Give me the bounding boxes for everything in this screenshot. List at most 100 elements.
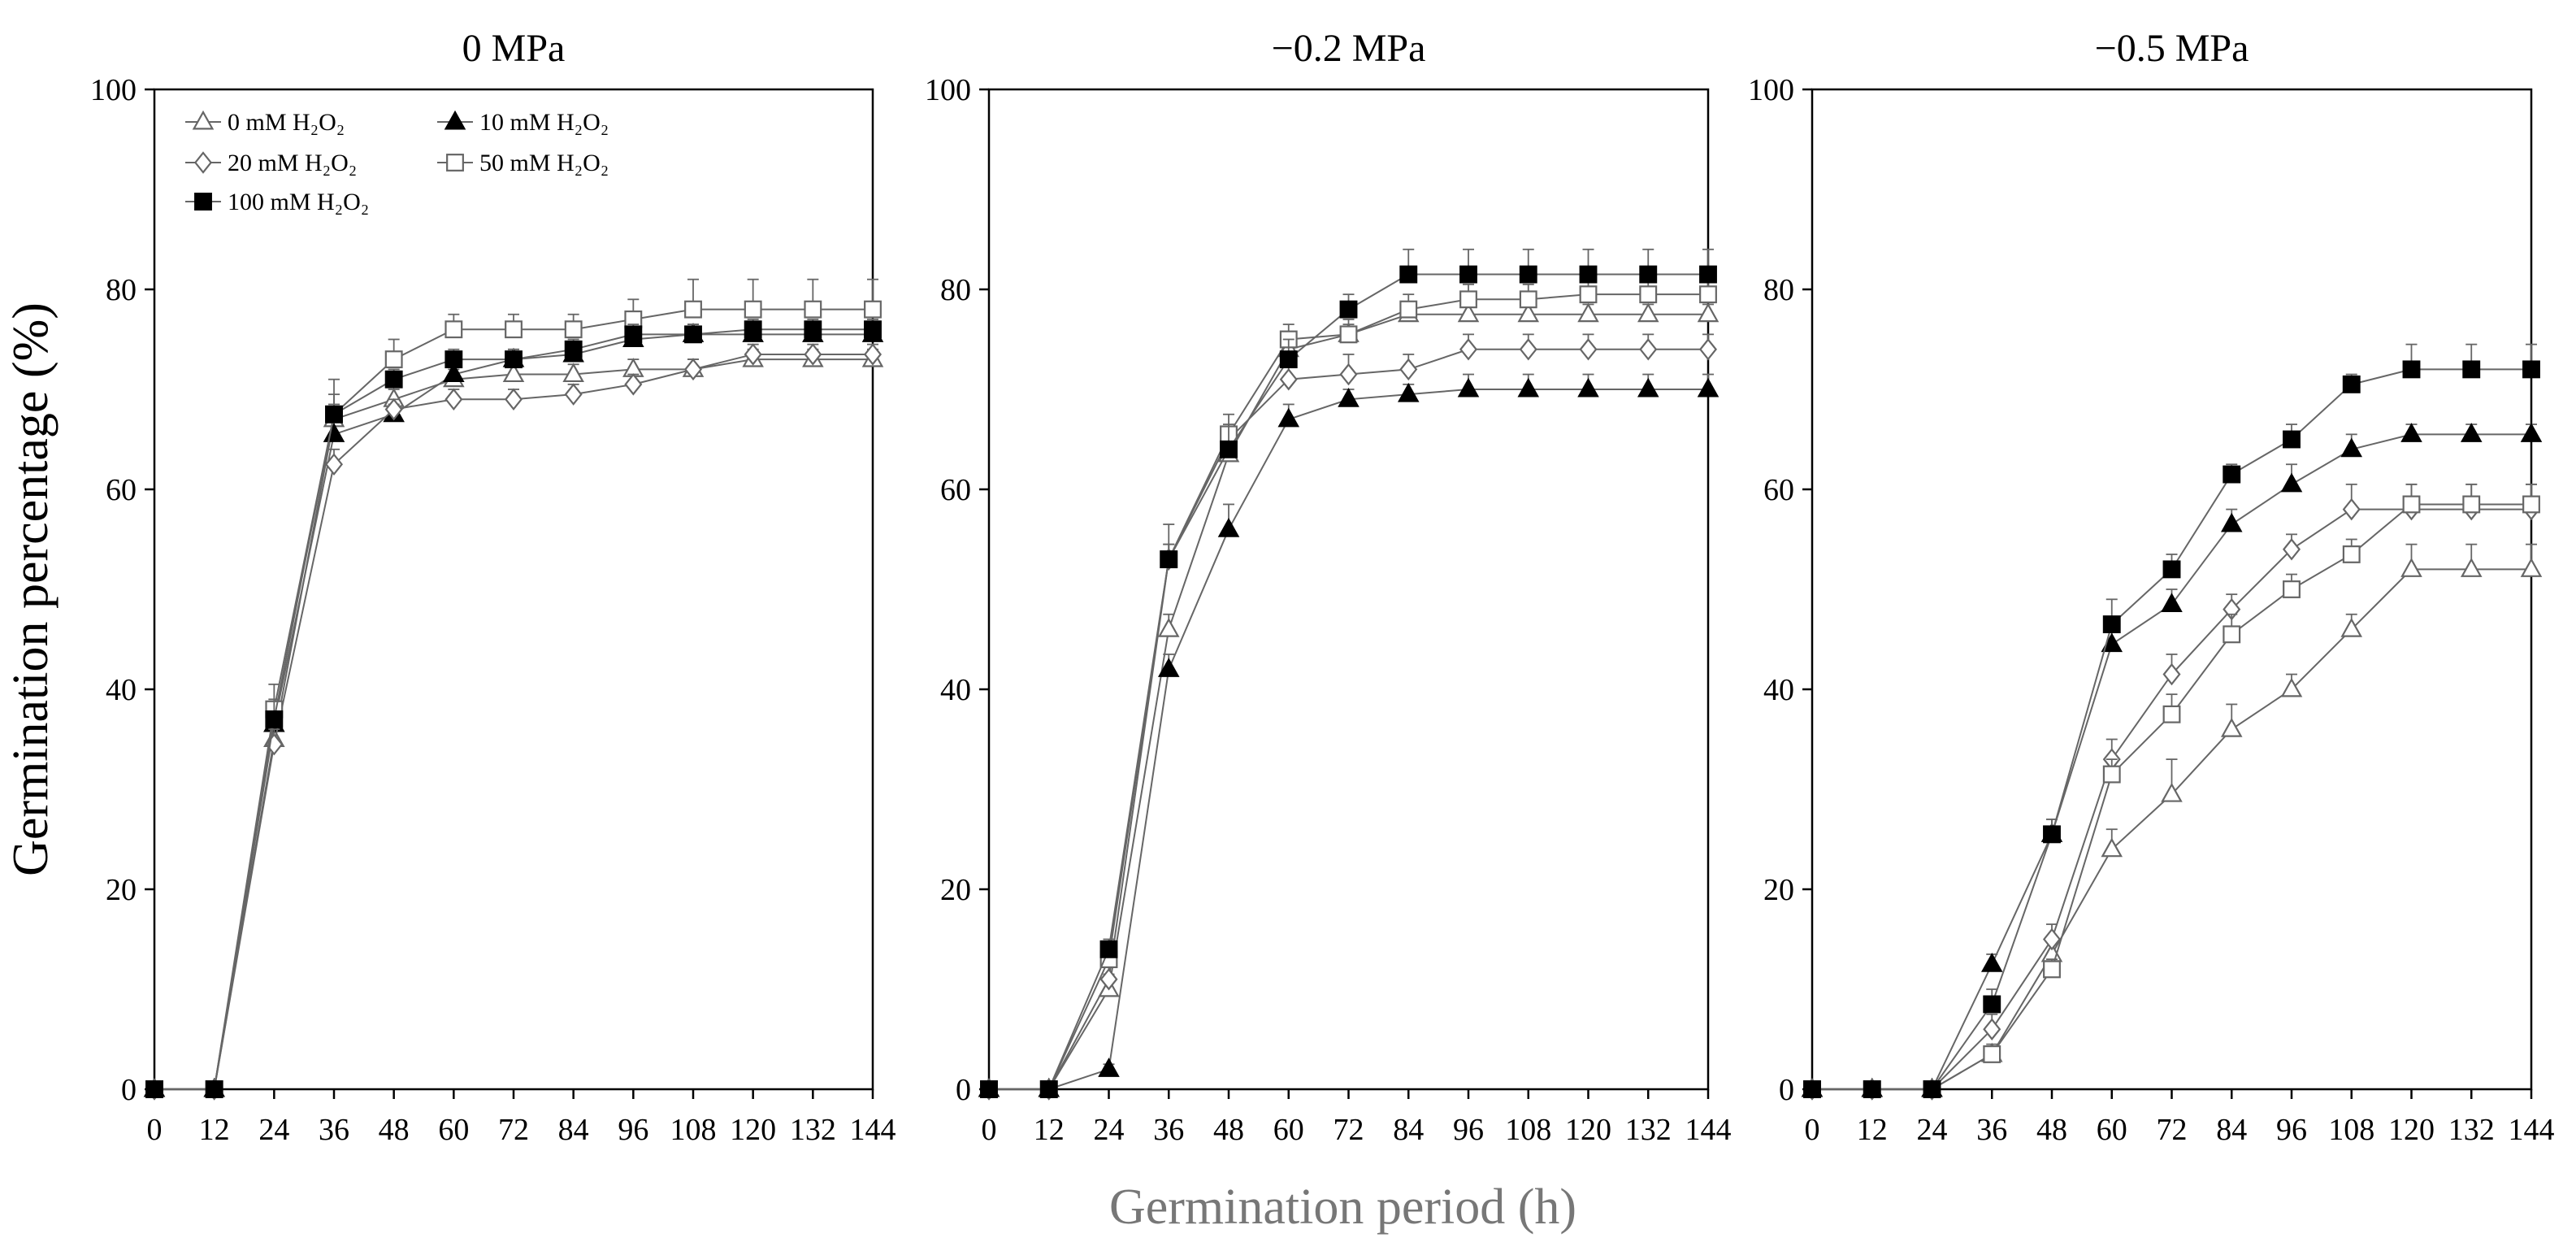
panel-title: 0 MPa [462, 27, 566, 70]
y-tick-label: 20 [106, 873, 137, 907]
data-point [2102, 615, 2121, 633]
y-tick-label: 40 [106, 673, 137, 707]
data-point [1983, 1045, 2001, 1063]
data-point [1457, 377, 1480, 397]
x-tick-label: 120 [1565, 1113, 1611, 1147]
y-tick-label: 60 [940, 473, 971, 507]
data-point [1699, 285, 1717, 304]
data-point [1459, 338, 1478, 361]
series-line [154, 333, 873, 1090]
y-tick-label: 60 [1763, 473, 1794, 507]
x-tick-label: 72 [498, 1113, 529, 1147]
legend-entry: 50 mM H₂O₂ [437, 150, 609, 176]
data-point [2522, 495, 2540, 514]
y-tick-label: 20 [940, 873, 971, 907]
data-point [1637, 377, 1659, 397]
x-tick-label: 0 [1805, 1113, 1820, 1147]
x-tick-label: 84 [1393, 1113, 1424, 1147]
x-tick-label: 144 [850, 1113, 896, 1147]
data-point [683, 358, 703, 381]
data-point [2340, 437, 2363, 458]
data-point [744, 300, 762, 319]
x-tick-label: 24 [1917, 1113, 1948, 1147]
x-tick-label: 48 [1213, 1113, 1244, 1147]
data-point [804, 320, 822, 339]
data-point [2402, 495, 2421, 514]
series-3 [145, 343, 883, 1101]
data-point [2283, 430, 2301, 449]
chart-panel-2: −0.2 MPa 0 20 40 60 80 100 0 12 24 36 48 60 72 84 96 108… [925, 27, 1732, 1147]
data-point [1803, 1080, 1821, 1098]
data-point [804, 343, 822, 366]
data-point [2462, 495, 2481, 514]
data-point [2162, 705, 2181, 723]
y-tick-label: 20 [1763, 873, 1794, 907]
data-point [502, 363, 525, 383]
data-point [505, 320, 523, 339]
data-point [1519, 265, 1537, 284]
legend-marker [192, 110, 215, 130]
x-tick-label: 60 [438, 1113, 469, 1147]
data-point [2342, 497, 2361, 521]
data-point [265, 710, 284, 728]
x-tick-label: 84 [2216, 1113, 2247, 1147]
data-point [2220, 717, 2243, 737]
data-point [1639, 338, 1658, 361]
data-point [2283, 580, 2301, 598]
legend-entry: 10 mM H₂O₂ [437, 109, 609, 136]
data-point [325, 405, 343, 424]
legend-label: 0 mM H₂O₂ [228, 109, 345, 136]
data-point [2101, 837, 2123, 858]
data-point [1279, 350, 1298, 369]
y-tick-label: 100 [925, 73, 971, 107]
data-point [2402, 360, 2421, 379]
data-point [1697, 302, 1720, 323]
data-point [1983, 995, 2001, 1014]
x-tick-label: 36 [319, 1113, 349, 1147]
data-point [1923, 1080, 1941, 1098]
data-point [1098, 1058, 1120, 1077]
x-tick-label: 96 [2276, 1113, 2307, 1147]
data-point [624, 373, 643, 396]
data-point [864, 320, 882, 339]
x-tick-label: 84 [558, 1113, 589, 1147]
data-point [562, 363, 584, 383]
data-point [384, 350, 403, 369]
data-point [564, 320, 583, 339]
data-point [1639, 285, 1658, 304]
data-point [1399, 265, 1418, 284]
legend-marker [446, 154, 464, 172]
plot-frame [153, 88, 874, 1091]
y-tick-label: 0 [1779, 1073, 1794, 1107]
chart-panel-3: −0.5 MPa 0 20 40 60 80 100 0 12 24 36 48 60 72 84 96 108… [1748, 27, 2555, 1147]
y-tick-label: 0 [121, 1073, 137, 1107]
data-point [1697, 377, 1720, 397]
data-point [744, 343, 762, 366]
x-tick-label: 60 [2097, 1113, 2127, 1147]
data-point [2043, 825, 2061, 844]
x-tick-label: 24 [1094, 1113, 1125, 1147]
data-point [2520, 558, 2543, 577]
x-tick-label: 36 [1153, 1113, 1184, 1147]
y-tick-label: 40 [1763, 673, 1794, 707]
data-point [2043, 960, 2061, 979]
data-point [1220, 440, 1238, 458]
x-tick-label: 72 [1334, 1113, 1364, 1147]
data-point [1519, 290, 1537, 309]
series-4 [1803, 483, 2540, 1098]
data-point [684, 325, 702, 344]
data-point [2282, 538, 2301, 561]
data-point [1039, 1080, 1058, 1098]
data-point [445, 388, 463, 411]
data-point [744, 320, 762, 339]
data-point [205, 1080, 223, 1098]
data-point [445, 320, 463, 339]
data-point [2220, 512, 2243, 532]
y-tick-label: 80 [940, 273, 971, 307]
data-point [2400, 558, 2422, 577]
data-point [1338, 388, 1360, 407]
x-tick-label: 0 [147, 1113, 163, 1147]
x-tick-label: 72 [2157, 1113, 2188, 1147]
